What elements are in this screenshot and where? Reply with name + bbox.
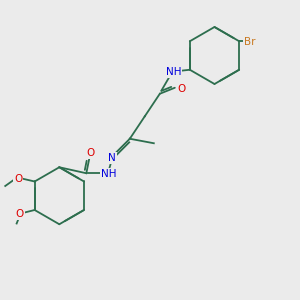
Text: NH: NH <box>166 67 181 77</box>
Text: O: O <box>14 175 22 184</box>
Text: O: O <box>16 209 24 219</box>
Text: Br: Br <box>244 37 255 47</box>
Text: NH: NH <box>101 169 117 179</box>
Text: O: O <box>177 84 185 94</box>
Text: O: O <box>87 148 95 158</box>
Text: N: N <box>108 153 116 163</box>
